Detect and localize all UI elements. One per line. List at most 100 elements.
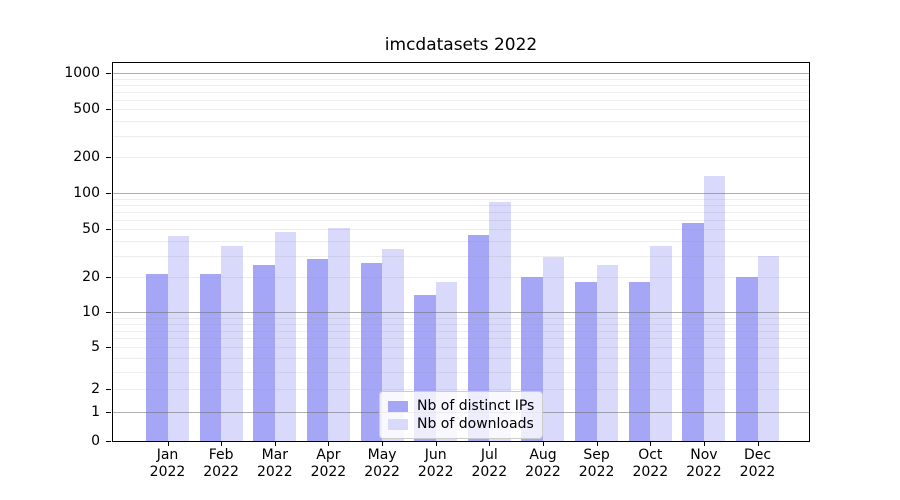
bar-nb-of-distinct-ips-dec <box>736 276 758 441</box>
x-tick-label-oct: Oct 2022 <box>618 447 682 481</box>
x-tick-year: 2022 <box>149 464 186 480</box>
x-tick-month: Aug <box>529 447 557 463</box>
x-tick-month: Nov <box>690 447 718 463</box>
x-tick-mark <box>543 442 544 446</box>
gridline-minor <box>113 121 809 122</box>
bar-nb-of-downloads-nov <box>703 176 726 441</box>
x-tick-mark <box>757 442 759 446</box>
x-tick-label-nov: Nov 2022 <box>672 447 736 481</box>
x-tick-month: Mar <box>261 447 288 463</box>
x-tick-label-feb: Feb 2022 <box>189 447 253 481</box>
x-tick-mark <box>435 442 437 446</box>
y-tick-label: 10 <box>82 304 100 321</box>
bar-nb-of-distinct-ips-mar <box>253 265 275 441</box>
bar-nb-of-downloads-dec <box>757 255 780 441</box>
x-tick-mark <box>703 442 705 446</box>
x-tick-label-dec: Dec 2022 <box>726 447 790 481</box>
bar-nb-of-distinct-ips-feb <box>199 274 222 441</box>
y-tick-mark <box>106 229 111 231</box>
x-tick-year: 2022 <box>739 464 776 480</box>
gridline-minor <box>113 91 809 93</box>
x-tick-month: Dec <box>743 447 772 463</box>
gridline-major <box>113 73 809 75</box>
bar-nb-of-distinct-ips-sep <box>575 282 597 441</box>
plot-area <box>112 62 810 442</box>
y-tick-mark <box>106 276 111 278</box>
x-tick-mark <box>221 442 223 446</box>
y-tick-label: 50 <box>82 221 100 238</box>
bar-nb-of-distinct-ips-apr <box>306 259 329 441</box>
x-tick-year: 2022 <box>525 464 561 480</box>
x-tick-mark <box>167 442 169 446</box>
legend: Nb of distinct IPs Nb of downloads <box>379 391 543 439</box>
y-tick-mark <box>106 389 111 390</box>
x-tick-month: Feb <box>208 447 234 463</box>
gridline-minor <box>113 99 809 101</box>
x-tick-mark <box>328 442 330 446</box>
bar-nb-of-downloads-jan <box>167 235 189 441</box>
x-tick-month: May <box>367 447 397 463</box>
y-tick-label: 5 <box>91 339 100 356</box>
legend-label-downloads: Nb of downloads <box>417 416 534 432</box>
y-tick-label: 200 <box>73 149 100 165</box>
y-tick-mark <box>106 109 111 111</box>
x-tick-label-jun: Jun 2022 <box>404 447 468 481</box>
x-tick-label-aug: Aug 2022 <box>511 447 575 481</box>
bar-nb-of-distinct-ips-jan <box>146 274 168 441</box>
x-tick-mark <box>274 442 276 446</box>
x-tick-label-sep: Sep 2022 <box>565 447 629 481</box>
bar-nb-of-distinct-ips-may <box>360 263 383 441</box>
gridline-minor <box>113 136 809 137</box>
bar-nb-of-downloads-feb <box>221 246 243 441</box>
bar-nb-of-downloads-mar <box>274 232 297 441</box>
x-tick-year: 2022 <box>256 464 293 480</box>
x-tick-year: 2022 <box>578 464 615 480</box>
y-tick-mark <box>106 193 111 195</box>
legend-label-distinct-ips: Nb of distinct IPs <box>417 398 535 414</box>
y-tick-label: 1000 <box>64 65 100 82</box>
x-tick-mark <box>489 442 491 446</box>
y-tick-mark <box>106 73 111 75</box>
x-tick-label-apr: Apr 2022 <box>296 447 360 481</box>
gridline-minor <box>113 157 809 158</box>
x-tick-label-mar: Mar 2022 <box>243 447 307 481</box>
x-tick-month: Sep <box>583 447 610 463</box>
y-tick-label: 100 <box>73 185 100 202</box>
gridline-minor <box>113 84 809 86</box>
legend-swatch-downloads <box>388 418 408 430</box>
x-tick-year: 2022 <box>417 464 454 480</box>
x-tick-mark <box>382 442 384 446</box>
legend-item-distinct-ips: Nb of distinct IPs <box>388 398 534 414</box>
x-tick-month: Oct <box>638 447 663 463</box>
y-tick-mark <box>106 157 111 158</box>
y-tick-label: 0 <box>91 433 100 449</box>
x-tick-year: 2022 <box>310 464 347 480</box>
x-tick-mark <box>596 442 598 446</box>
x-tick-month: Jun <box>424 447 447 463</box>
x-tick-month: Jan <box>156 447 179 463</box>
x-tick-year: 2022 <box>471 464 508 480</box>
legend-item-downloads: Nb of downloads <box>388 416 534 432</box>
x-tick-year: 2022 <box>686 464 722 480</box>
x-tick-label-jul: Jul 2022 <box>457 447 521 481</box>
bar-nb-of-downloads-oct <box>650 246 672 441</box>
x-tick-month: Apr <box>316 447 341 463</box>
bar-nb-of-downloads-sep <box>596 265 619 441</box>
x-tick-month: Jul <box>480 447 498 463</box>
gridline-minor <box>113 109 809 111</box>
y-tick-mark <box>106 441 111 442</box>
x-tick-year: 2022 <box>632 464 669 480</box>
chart-title: imcdatasets 2022 <box>384 35 538 55</box>
gridline-minor <box>113 78 809 80</box>
y-tick-mark <box>106 411 111 413</box>
bar-nb-of-distinct-ips-jul <box>467 234 490 441</box>
y-tick-mark <box>106 312 111 314</box>
x-tick-year: 2022 <box>364 464 400 480</box>
x-tick-label-may: May 2022 <box>350 447 414 481</box>
x-tick-mark <box>650 442 652 446</box>
y-tick-label: 1 <box>91 403 100 420</box>
bar-nb-of-downloads-jul <box>489 202 511 441</box>
x-tick-year: 2022 <box>203 464 239 480</box>
bar-nb-of-distinct-ips-nov <box>682 223 704 441</box>
bar-nb-of-distinct-ips-oct <box>628 282 651 441</box>
